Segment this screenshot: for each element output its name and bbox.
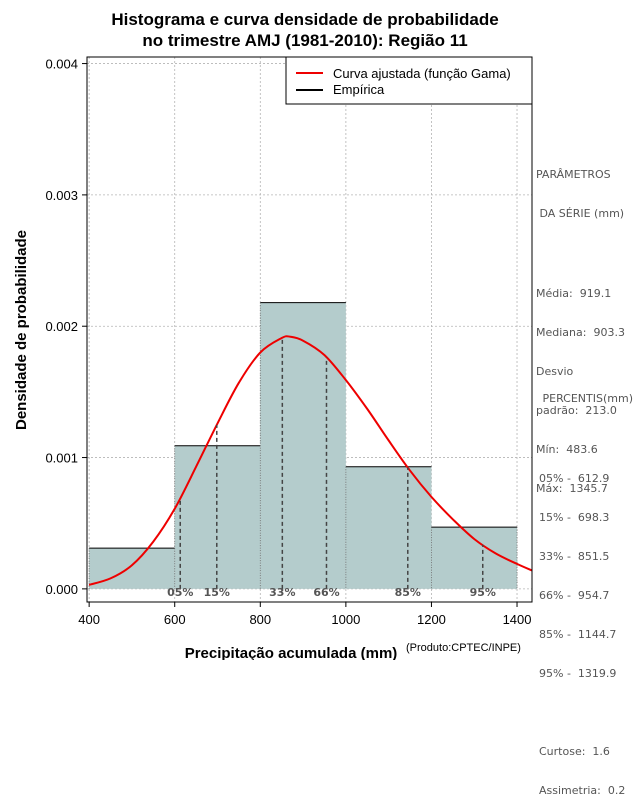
- params-title: PARÂMETROS: [536, 168, 611, 181]
- histogram-bar-3: [345, 466, 432, 589]
- percentiles-panel: PERCENTIS(mm) 05% - 612.9 15% - 698.3 33…: [539, 366, 633, 810]
- histogram-bar-0: [89, 548, 175, 589]
- y-tick-label-1: 0.001: [45, 451, 78, 466]
- min-value: Mín: 483.6: [536, 443, 598, 456]
- histogram-chart: Histograma e curva densidade de probabil…: [13, 10, 533, 660]
- legend-empirical-label: Empírica: [333, 82, 385, 97]
- legend: Curva ajustada (função Gama) Empírica: [285, 56, 533, 105]
- p85-value: 85% - 1144.7: [539, 628, 617, 641]
- p15-value: 15% - 698.3: [539, 511, 610, 524]
- chart-title: Histograma e curva densidade de probabil…: [111, 10, 498, 29]
- max-value: Máx: 1345.7: [536, 482, 608, 495]
- histogram-bars: [88, 302, 518, 589]
- p05-value: 05% - 612.9: [539, 472, 610, 485]
- x-tick-label-2: 800: [249, 612, 271, 627]
- x-tick-label-0: 400: [78, 612, 100, 627]
- percentile-label-0: 05%: [167, 586, 193, 599]
- chart-subtitle: no trimestre AMJ (1981-2010): Região 11: [142, 31, 467, 50]
- legend-box: [285, 56, 533, 105]
- x-tick-label-3: 1000: [331, 612, 360, 627]
- percentile-label-2: 33%: [269, 586, 295, 599]
- fitted-curve-layer: [88, 335, 533, 586]
- fitted-gamma-curve: [88, 335, 533, 586]
- histogram-bar-2: [260, 302, 346, 589]
- percentile-lines: 05% 15% 33% 66% 85% 95%: [167, 337, 496, 599]
- percentile-label-4: 85%: [395, 586, 421, 599]
- p33-value: 33% - 851.5: [539, 550, 610, 563]
- legend-curve-label: Curva ajustada (função Gama): [333, 66, 511, 81]
- x-tick-label-1: 600: [164, 612, 186, 627]
- y-axis-label: Densidade de probabilidade: [13, 230, 30, 430]
- x-axis-label: Precipitação acumulada (mm): [185, 645, 398, 660]
- x-tick-label-5: 1400: [503, 612, 532, 627]
- percentile-label-5: 95%: [470, 586, 496, 599]
- credit-label: (Produto:CPTEC/INPE): [406, 642, 521, 654]
- percentile-label-1: 15%: [204, 586, 230, 599]
- median-value: Mediana: 903.3: [536, 326, 625, 339]
- std-label: Desvio: [536, 365, 574, 378]
- x-tick-label-4: 1200: [417, 612, 446, 627]
- p66-value: 66% - 954.7: [539, 589, 610, 602]
- kurtosis-value: Curtose: 1.6: [539, 745, 610, 758]
- percentile-label-3: 66%: [313, 586, 339, 599]
- std-value: padrão: 213.0: [536, 404, 617, 417]
- skewness-value: Assimetria: 0.2: [539, 784, 626, 797]
- y-tick-label-0: 0.000: [45, 582, 78, 597]
- y-tick-label-4: 0.004: [45, 57, 78, 72]
- axes: 400 600 800 1000 1200 1400 0.000 0.001 0.002 0.00…: [45, 57, 531, 627]
- mean-value: Média: 919.1: [536, 287, 612, 300]
- y-tick-label-2: 0.002: [45, 319, 78, 334]
- y-tick-label-3: 0.003: [45, 188, 78, 203]
- percentiles-title: PERCENTIS(mm): [539, 392, 633, 405]
- p95-value: 95% - 1319.9: [539, 667, 617, 680]
- series-parameters-panel: PARÂMETROS DA SÉRIE (mm) Média: 919.1 Me…: [536, 142, 625, 508]
- params-subtitle: DA SÉRIE (mm): [536, 207, 625, 220]
